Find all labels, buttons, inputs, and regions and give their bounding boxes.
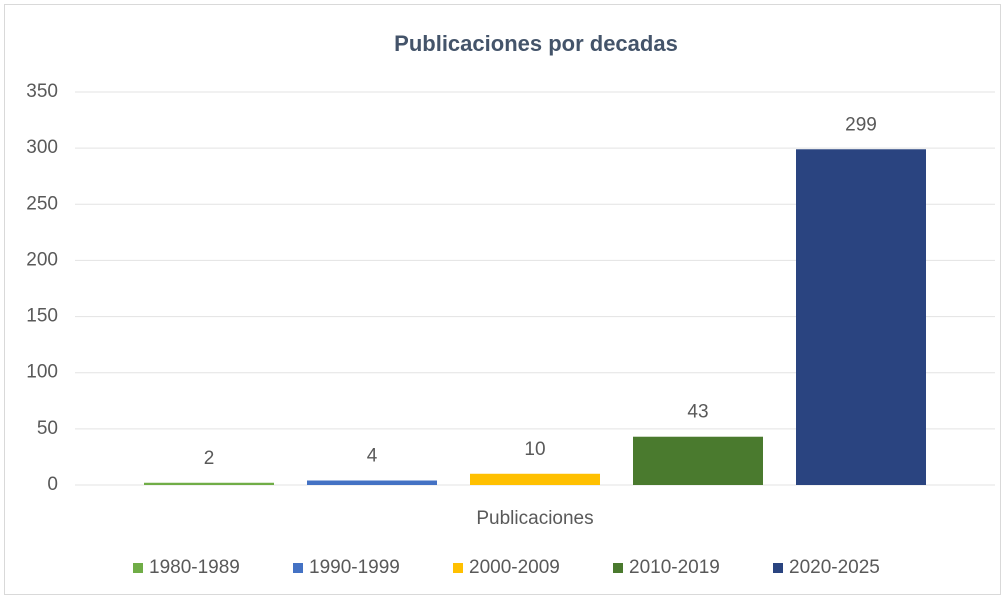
legend-label: 2000-2009 [469,557,560,578]
legend-swatch [773,563,783,573]
legend-label: 1990-1999 [309,557,400,578]
y-tick-label: 0 [47,474,58,495]
y-tick-label: 200 [26,249,58,270]
chart-title: Publicaciones por decadas [394,31,678,56]
legend-swatch [613,563,623,573]
bar [633,436,763,485]
data-label: 43 [687,402,708,423]
bar [796,149,926,485]
bar [307,480,437,485]
data-label: 2 [204,448,215,469]
y-tick-label: 300 [26,137,58,158]
y-tick-label: 100 [26,362,58,383]
y-tick-label: 150 [26,306,58,327]
data-label: 299 [845,114,877,135]
legend-label: 1980-1989 [149,557,240,578]
data-label: 4 [367,446,378,467]
bar [470,473,600,485]
legend-swatch [453,563,463,573]
legend-swatch [133,563,143,573]
legend-swatch [293,563,303,573]
legend-label: 2020-2025 [789,557,880,578]
y-tick-label: 250 [26,193,58,214]
x-tick-label: Publicaciones [476,508,593,529]
data-label: 10 [524,439,545,460]
y-tick-label: 50 [37,418,58,439]
y-tick-label: 350 [26,81,58,102]
legend-label: 2010-2019 [629,557,720,578]
bar [144,482,274,485]
